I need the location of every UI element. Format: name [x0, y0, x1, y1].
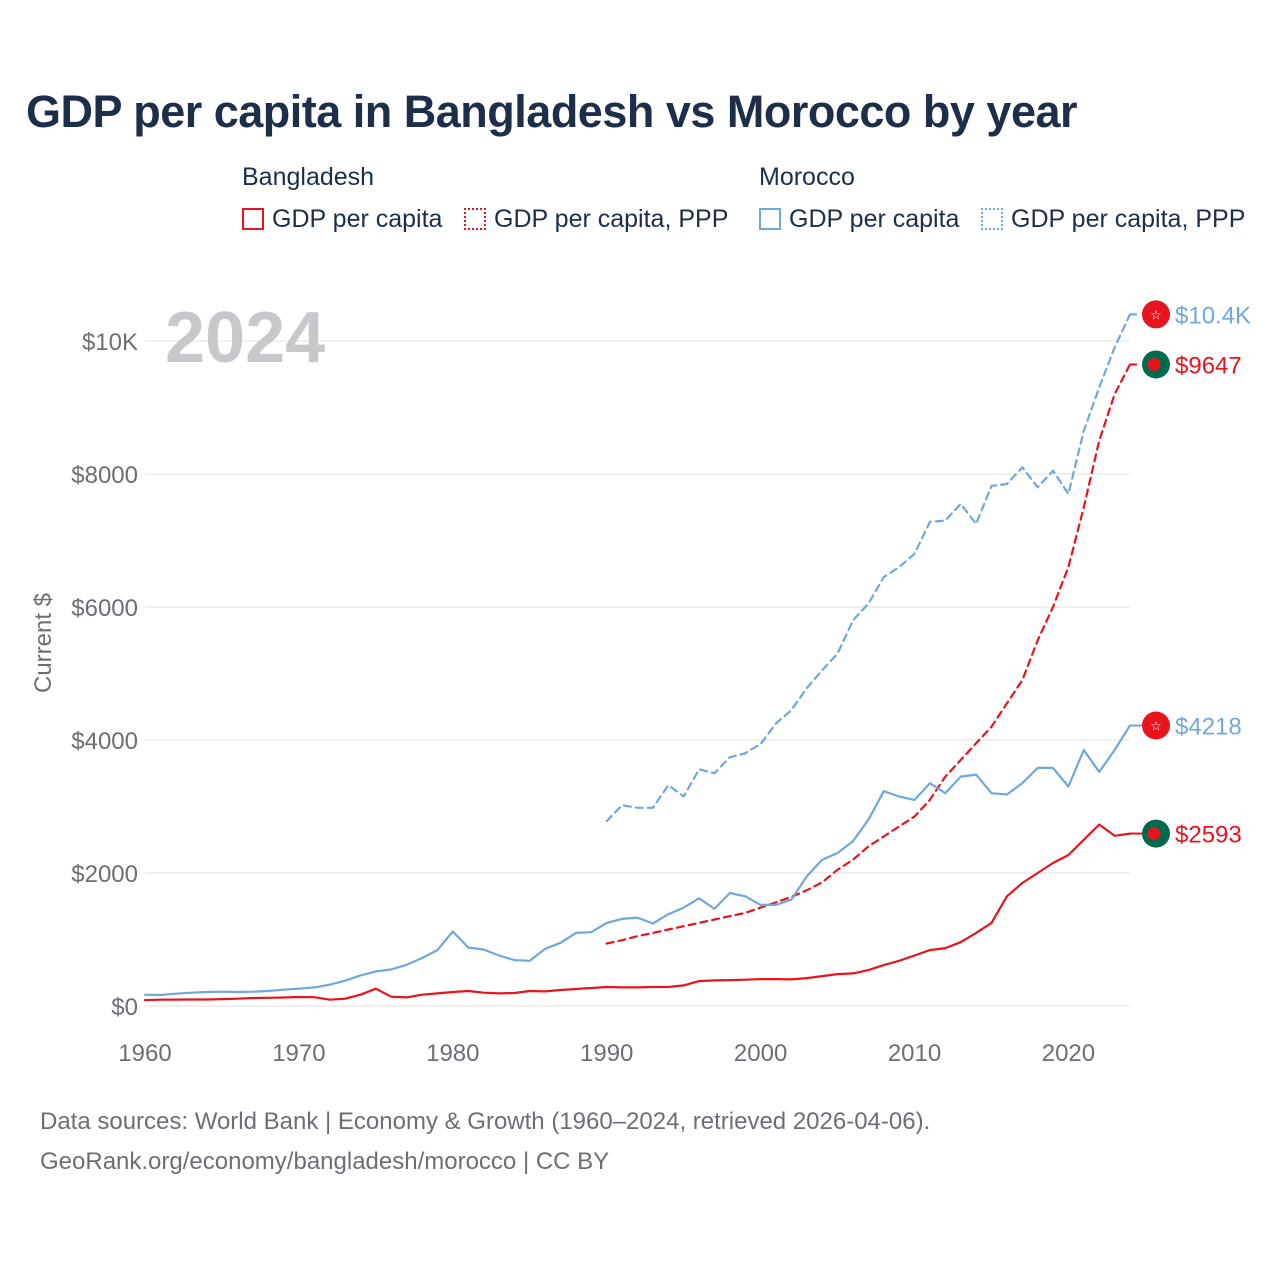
end-value-label: $2593 [1175, 822, 1242, 849]
y-tick-label: $10K [82, 329, 138, 356]
legend-label: GDP per capita, PPP [1011, 204, 1246, 233]
legend-swatch-dotted-red [464, 208, 486, 230]
legend-group-bangladesh: Bangladesh [242, 163, 375, 191]
legend-label: GDP per capita [272, 204, 443, 233]
y-tick-label: $2000 [71, 861, 138, 888]
series-layer [143, 313, 1132, 1002]
morocco-flag-icon [1142, 300, 1170, 329]
y-tick-labels: $0 $2000 $4000 $6000 $8000 $10K [71, 329, 138, 1021]
x-tick-label: 1960 [118, 1040, 171, 1067]
chart-title: GDP per capita in Bangladesh vs Morocco … [26, 86, 1078, 137]
x-tick-label: 1990 [580, 1040, 633, 1067]
series-line-1[interactable] [605, 363, 1132, 945]
x-tick-label: 2010 [888, 1040, 941, 1067]
x-tick-label: 2020 [1042, 1040, 1095, 1067]
legend-swatch-dotted-blue [981, 208, 1003, 230]
y-tick-label: $8000 [71, 462, 138, 489]
end-value-label: $9647 [1175, 352, 1242, 379]
series-line-2[interactable] [143, 724, 1132, 997]
flag-disc [1147, 827, 1161, 841]
legend-item-morocco-gdp-ppp[interactable]: GDP per capita, PPP [981, 204, 1245, 234]
legend-item-bangladesh-gdp-ppp[interactable]: GDP per capita, PPP [464, 204, 728, 234]
series-line-3[interactable] [605, 313, 1132, 823]
flag-disc [1147, 357, 1161, 371]
legend-item-morocco-gdp[interactable]: GDP per capita [759, 204, 959, 234]
x-tick-labels: 1960 1970 1980 1990 2000 2010 2020 [118, 1040, 1095, 1067]
y-axis-title: Current $ [30, 593, 57, 693]
morocco-flag-icon [1142, 711, 1170, 740]
y-tick-label: $6000 [71, 595, 138, 622]
y-tick-label: $4000 [71, 728, 138, 755]
legend-label: GDP per capita, PPP [494, 204, 729, 233]
series-line-0[interactable] [143, 823, 1132, 1002]
grid-layer [145, 340, 1130, 1007]
legend-group-morocco: Morocco [759, 163, 855, 191]
x-tick-label: 1970 [272, 1040, 325, 1067]
legend-label: GDP per capita [789, 204, 960, 233]
x-tick-label: 1980 [426, 1040, 479, 1067]
footer-sources: Data sources: World Bank | Economy & Gro… [40, 1108, 931, 1135]
end-value-label: $4218 [1175, 714, 1242, 741]
legend-swatch-solid-blue [759, 208, 781, 230]
end-markers: $2593 $9647 ☆ $4218 ☆ $10.4K [1130, 300, 1251, 849]
end-value-label: $10.4K [1175, 302, 1251, 329]
footer-link[interactable]: GeoRank.org/economy/bangladesh/morocco |… [40, 1148, 610, 1175]
flag-star-icon: ☆ [1150, 720, 1162, 735]
y-tick-label: $0 [111, 994, 138, 1021]
legend-item-bangladesh-gdp[interactable]: GDP per capita [242, 204, 442, 234]
legend-swatch-solid-red [242, 208, 264, 230]
year-label: 2024 [165, 298, 325, 378]
x-tick-label: 2000 [734, 1040, 787, 1067]
flag-star-icon: ☆ [1150, 308, 1162, 323]
